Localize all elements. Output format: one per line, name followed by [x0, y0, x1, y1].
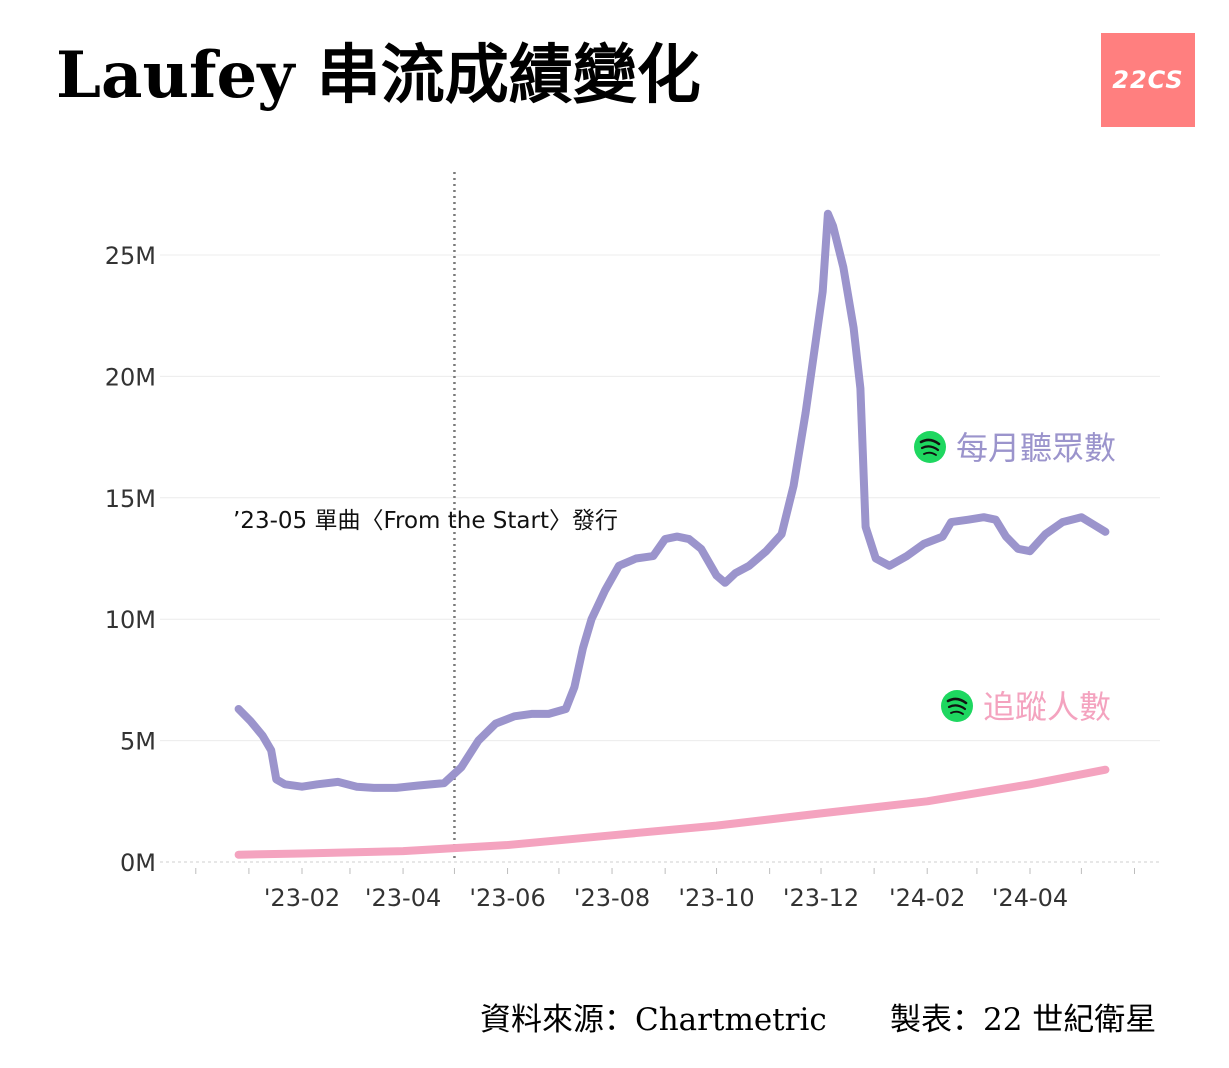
brand-logo: 22CS [1101, 33, 1195, 127]
x-tick-label: '23-10 [678, 884, 754, 912]
x-tick-label: '23-06 [469, 884, 545, 912]
spotify-icon [941, 690, 973, 722]
brand-logo-text: 22CS [1112, 66, 1184, 94]
release-annotation-text: ’23-05 單曲〈From the Start〉發行 [233, 508, 618, 534]
monthly-listeners-line [234, 209, 1110, 792]
x-tick-label: '24-04 [992, 884, 1068, 912]
y-axis: 0M 5M 10M 15M 20M 25M [105, 242, 156, 877]
x-tick-label: '23-02 [264, 884, 340, 912]
y-tick-label: 25M [105, 242, 156, 270]
x-tick-label: '24-02 [889, 884, 965, 912]
x-axis: '23-02 '23-04 '23-06 '23-08 '23-10 '23-12 '24-… [160, 861, 1160, 912]
x-tick-label: '23-12 [783, 884, 859, 912]
x-tick-label: '23-08 [574, 884, 650, 912]
label-followers: 追蹤人數 [983, 688, 1111, 726]
y-tick-label: 0M [120, 849, 156, 877]
y-tick-label: 20M [105, 363, 156, 391]
release-annotation: ’23-05 單曲〈From the Start〉發行 [233, 172, 618, 862]
chart-maker: 製表：22 世紀衛星 [890, 1002, 1157, 1038]
followers-line [234, 765, 1110, 859]
y-tick-label: 5M [120, 728, 156, 756]
x-tick-label: '23-04 [365, 884, 441, 912]
chart-grid [160, 254, 1160, 742]
label-monthly-listeners: 每月聽眾數 [956, 429, 1116, 467]
y-tick-label: 10M [105, 606, 156, 634]
spotify-icon [914, 431, 946, 463]
data-source: 資料來源：Chartmetric [480, 1002, 827, 1038]
y-tick-label: 15M [105, 485, 156, 513]
chart-series [234, 209, 1110, 859]
page-title: Laufey 串流成績變化 [56, 38, 701, 113]
